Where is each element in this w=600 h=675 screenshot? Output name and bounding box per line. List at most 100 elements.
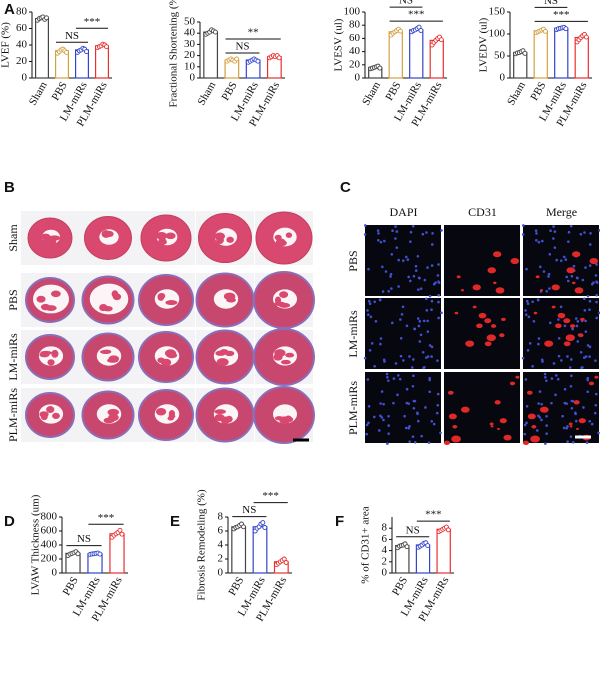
nucleus <box>526 349 530 352</box>
data-point <box>276 55 282 61</box>
nucleus <box>430 243 434 246</box>
panel-label: E <box>170 513 180 530</box>
nucleus <box>527 315 531 319</box>
nucleus <box>430 299 434 303</box>
nucleus <box>399 354 403 358</box>
vessel <box>565 334 575 342</box>
nucleus <box>523 432 527 436</box>
panel-label: A <box>4 1 15 18</box>
nucleus <box>428 378 432 382</box>
nucleus <box>545 379 548 383</box>
y-tick-label: 200 <box>41 553 58 565</box>
nucleus <box>382 418 385 422</box>
papillary-muscle <box>226 236 234 243</box>
nucleus <box>563 387 567 391</box>
nucleus <box>588 419 592 423</box>
nucleus <box>535 429 539 432</box>
nucleus <box>553 230 557 233</box>
vessel <box>573 400 580 405</box>
vessel <box>490 425 494 428</box>
nucleus <box>422 366 425 370</box>
nucleus <box>585 441 589 444</box>
data-point <box>542 28 548 34</box>
nucleus <box>373 365 376 368</box>
nucleus <box>528 342 532 345</box>
vessel <box>522 440 530 445</box>
nucleus <box>437 280 440 283</box>
nucleus <box>571 399 575 403</box>
nucleus <box>399 336 403 340</box>
micrograph <box>444 298 520 369</box>
significance-label: *** <box>553 9 570 21</box>
nucleus <box>570 406 574 410</box>
papillary-muscle <box>99 349 112 354</box>
nucleus <box>379 337 383 340</box>
nucleus <box>432 422 436 426</box>
nucleus <box>413 440 417 444</box>
column-header: Merge <box>546 205 577 219</box>
y-tick-label: 8 <box>382 522 388 534</box>
y-tick-label: 6 <box>382 533 388 545</box>
nucleus <box>416 317 420 320</box>
nucleus <box>430 345 434 349</box>
nucleus <box>583 297 586 301</box>
nucleus <box>566 279 570 283</box>
papillary-muscle <box>214 414 225 422</box>
nucleus <box>522 224 525 227</box>
vessel <box>535 275 540 279</box>
row-label: PBS <box>346 250 360 271</box>
nucleus <box>428 344 432 347</box>
nucleus <box>586 344 590 347</box>
data-point <box>583 34 589 40</box>
nucleus <box>397 258 401 262</box>
nucleus <box>423 278 427 282</box>
data-point <box>212 29 218 35</box>
y-tick-label: 0 <box>500 72 506 84</box>
vessel <box>454 311 459 315</box>
nucleus <box>407 426 411 430</box>
nucleus <box>411 435 415 438</box>
nucleus <box>436 403 440 407</box>
nucleus <box>594 359 597 362</box>
nucleus <box>537 240 541 244</box>
micrograph <box>523 372 599 443</box>
nucleus <box>435 411 439 415</box>
y-axis-label: LVAW Thickness (um) <box>30 494 42 595</box>
y-tick-label: 6 <box>218 525 224 537</box>
nucleus <box>440 229 443 232</box>
y-tick-label: 0 <box>190 72 196 84</box>
nucleus <box>377 429 381 432</box>
nucleus <box>378 298 382 301</box>
nucleus <box>539 265 542 269</box>
nucleus <box>574 317 578 320</box>
nucleus <box>566 355 569 358</box>
vessel <box>484 341 492 347</box>
vessel <box>569 324 576 328</box>
nucleus <box>412 374 415 378</box>
nucleus <box>424 406 427 409</box>
x-tick-label: PBS <box>219 80 239 103</box>
nucleus <box>532 319 536 323</box>
x-tick-label: PBS <box>528 80 548 103</box>
nucleus <box>419 287 423 290</box>
y-tick-label: 2 <box>218 553 224 565</box>
significance-label: NS <box>242 504 256 516</box>
papillary-muscle <box>45 305 57 311</box>
nucleus <box>370 342 374 345</box>
y-tick-label: 4 <box>382 544 388 556</box>
vessel <box>451 435 461 443</box>
vessel <box>510 258 520 265</box>
data-point <box>241 524 246 530</box>
nucleus <box>437 263 440 266</box>
nucleus <box>402 359 405 362</box>
nucleus <box>386 375 389 379</box>
vessel <box>588 381 595 386</box>
nucleus <box>552 362 556 365</box>
nucleus <box>401 259 405 262</box>
nucleus <box>387 432 390 435</box>
vessel <box>527 413 536 420</box>
data-point <box>104 44 109 50</box>
nucleus <box>420 434 423 438</box>
nucleus <box>588 345 592 349</box>
x-tick-label: PBS <box>390 575 410 598</box>
